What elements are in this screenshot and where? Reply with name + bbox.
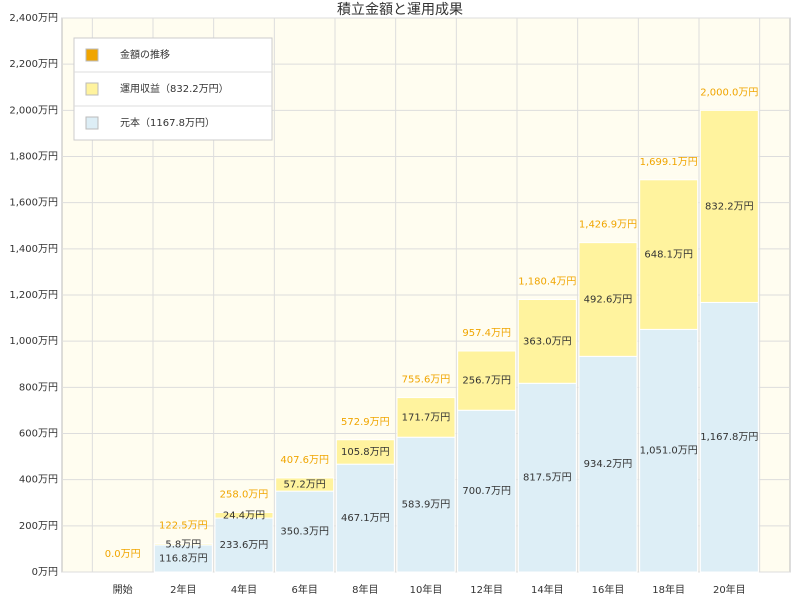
segment-label: 700.7万円 [462, 486, 511, 497]
total-label: 407.6万円 [280, 455, 329, 466]
total-label: 258.0万円 [220, 489, 269, 500]
y-tick-label: 2,400万円 [9, 13, 58, 24]
bar-segment [457, 409, 517, 573]
total-label: 1,699.1万円 [640, 157, 698, 168]
segment-label: 817.5万円 [523, 473, 572, 484]
y-tick-label: 200万円 [19, 521, 58, 532]
segment-label: 24.4万円 [223, 510, 265, 521]
legend-label: 元本（1167.8万円） [120, 116, 215, 129]
legend-swatch [85, 82, 99, 96]
y-tick-label: 0万円 [32, 567, 58, 578]
bar-segment [335, 463, 395, 573]
x-tick-label: 16年目 [592, 583, 625, 596]
total-label: 1,180.4万円 [518, 277, 576, 288]
bar-segment [396, 397, 456, 438]
total-label: 122.5万円 [159, 521, 208, 532]
y-tick-label: 2,200万円 [9, 59, 58, 70]
segment-label: 363.0万円 [523, 336, 572, 347]
total-label: 2,000.0万円 [700, 87, 758, 98]
legend-swatch [85, 116, 99, 130]
bar-segment [699, 301, 759, 573]
total-label: 0.0万円 [105, 549, 141, 560]
y-tick-label: 600万円 [19, 429, 58, 440]
y-tick-label: 1,400万円 [9, 244, 58, 255]
legend-label: 金額の推移 [120, 48, 170, 61]
total-label: 755.6万円 [402, 375, 451, 386]
segment-label: 57.2万円 [284, 480, 326, 491]
segment-label: 116.8万円 [159, 554, 208, 565]
segment-label: 934.2万円 [584, 459, 633, 470]
segment-label: 233.6万円 [220, 540, 269, 551]
bar-segment [275, 477, 335, 492]
segment-label: 1,167.8万円 [700, 432, 758, 443]
bar-segment [639, 179, 699, 330]
y-tick-label: 1,600万円 [9, 198, 58, 209]
segment-label: 350.3万円 [280, 527, 329, 538]
segment-label: 492.6万円 [584, 295, 633, 306]
x-tick-label: 4年目 [231, 583, 257, 596]
segment-label: 256.7万円 [462, 376, 511, 387]
segment-label: 648.1万円 [644, 250, 693, 261]
segment-label: 105.8万円 [341, 447, 390, 458]
y-tick-label: 1,000万円 [9, 336, 58, 347]
chart-title: 積立金額と運用成果 [337, 2, 463, 18]
x-tick-label: 18年目 [652, 583, 685, 596]
segment-label: 1,051.0万円 [640, 446, 698, 457]
x-tick-label: 8年目 [352, 583, 378, 596]
bar-segment [578, 242, 638, 357]
bar-segment [335, 439, 395, 465]
bar-segment [457, 350, 517, 411]
x-tick-label: 12年目 [470, 583, 503, 596]
x-tick-label: 20年目 [713, 583, 746, 596]
x-tick-label: 開始 [113, 583, 133, 596]
segment-label: 832.2万円 [705, 201, 754, 212]
segment-label: 5.8万円 [165, 539, 201, 550]
bar-segment [578, 355, 638, 573]
x-tick-label: 6年目 [291, 583, 317, 596]
y-tick-label: 1,800万円 [9, 152, 58, 163]
bar-segment [153, 544, 213, 573]
bar-segment [214, 511, 274, 519]
bar-segment [396, 436, 456, 573]
total-label: 957.4万円 [462, 328, 511, 339]
x-tick-label: 2年目 [170, 583, 196, 596]
bar-segment [214, 517, 274, 573]
x-tick-label: 10年目 [410, 583, 443, 596]
total-label: 572.9万円 [341, 417, 390, 428]
y-tick-label: 2,000万円 [9, 105, 58, 116]
legend-swatch [85, 48, 99, 62]
bar-segment [517, 382, 577, 573]
bar-segment [699, 109, 759, 303]
legend-box [73, 37, 273, 141]
y-tick-label: 400万円 [19, 475, 58, 486]
y-tick-label: 800万円 [19, 382, 58, 393]
segment-label: 171.7万円 [402, 412, 451, 423]
y-tick-label: 1,200万円 [9, 290, 58, 301]
x-tick-label: 14年目 [531, 583, 564, 596]
bar-segment [517, 299, 577, 384]
bar-segment [153, 543, 213, 546]
total-label: 1,426.9万円 [579, 220, 637, 231]
bar-segment [639, 328, 699, 573]
segment-label: 583.9万円 [402, 500, 451, 511]
legend-label: 運用収益（832.2万円） [120, 82, 229, 95]
bar-segment [275, 490, 335, 573]
segment-label: 467.1万円 [341, 513, 390, 524]
